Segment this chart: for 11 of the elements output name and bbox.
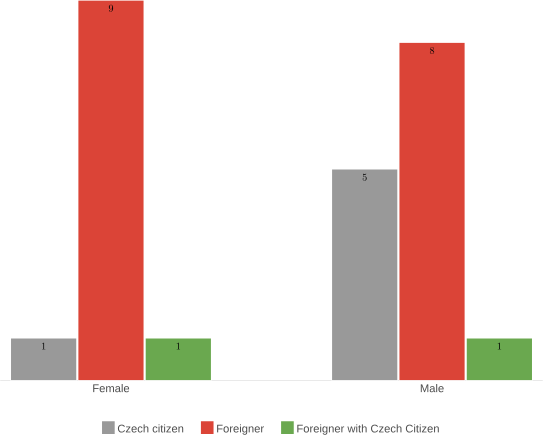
legend-label: Foreigner with Czech Citizen xyxy=(297,424,439,435)
data-label: 9 xyxy=(108,4,114,12)
legend-label: Czech citizen xyxy=(118,424,184,433)
data-label: 1 xyxy=(42,342,46,350)
legend-label: Foreigner xyxy=(217,424,264,435)
x-tick-label: Female xyxy=(93,384,130,392)
data-label: 8 xyxy=(430,47,434,54)
data-label: 1 xyxy=(498,342,502,350)
x-tick-label: Male xyxy=(420,384,444,392)
data-label: 1 xyxy=(176,342,180,350)
data-label: 5 xyxy=(362,174,367,181)
